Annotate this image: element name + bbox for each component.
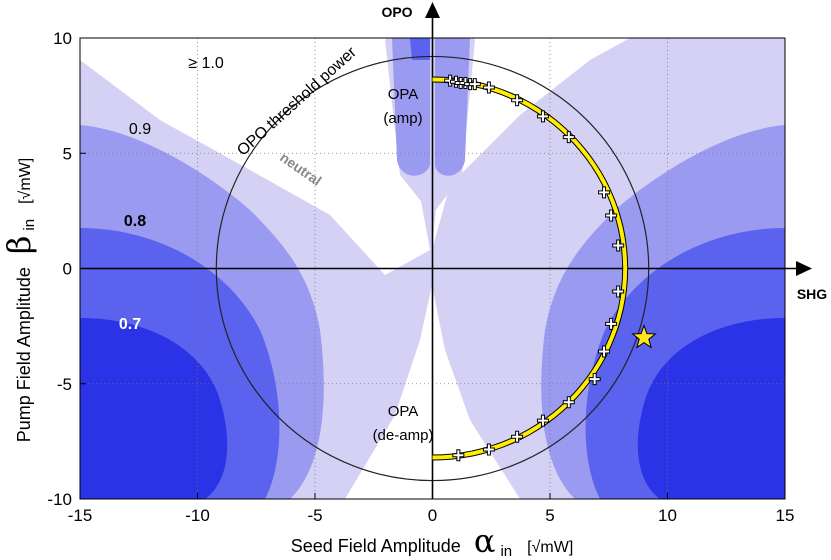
- contour-band-07-top: [410, 38, 430, 60]
- y-tick-label: 0: [63, 260, 72, 279]
- shg-label: SHG: [797, 286, 827, 302]
- x-axis-unit: [√mW]: [527, 539, 573, 556]
- trajectory-marker: [612, 239, 625, 252]
- y-axis-title-text: Pump Field Amplitude: [14, 267, 34, 442]
- x-tick-label: -10: [185, 506, 210, 525]
- trajectory-marker: [468, 78, 481, 91]
- opa-amp-title: OPA: [388, 86, 419, 103]
- y-tick-label: 10: [53, 29, 72, 48]
- opa-amp-sub: (amp): [383, 110, 422, 127]
- trajectory-marker: [562, 396, 575, 409]
- opa-deamp-sub: (de-amp): [373, 427, 434, 444]
- trajectory-marker: [536, 414, 549, 427]
- contour-band-gain-upper-right: [432, 38, 630, 250]
- contour-band-08-top-left: [392, 38, 430, 176]
- x-axis-title-text: Seed Field Amplitude: [291, 536, 461, 556]
- contour-label-0-8: 0.8: [124, 213, 146, 230]
- y-tick-label: -5: [57, 375, 72, 394]
- trajectory-marker: [612, 285, 625, 298]
- trajectory-marker: [562, 131, 575, 144]
- operating-point-star-icon: [631, 324, 657, 349]
- y-axis-symbol: β: [0, 236, 38, 255]
- contour-band-deep-right: [637, 318, 785, 499]
- y-ticks: -10 -5 0 5 10: [47, 29, 86, 509]
- trajectory-arc: [432, 77, 628, 460]
- trajectory-marker: [536, 110, 549, 123]
- x-tick-label: 10: [658, 506, 677, 525]
- trajectory-markers: [444, 74, 625, 462]
- x-axis-subscript: in: [500, 543, 512, 560]
- trajectory-marker: [482, 443, 495, 456]
- y-axis-subscript: in: [21, 219, 38, 231]
- x-tick-label: -15: [68, 506, 93, 525]
- x-axis-symbol: α: [474, 522, 496, 560]
- trajectory-marker: [605, 209, 618, 222]
- x-ticks: -15 -10 -5 0 5 10 15: [68, 493, 795, 525]
- contour-band-08-top-right: [435, 38, 470, 176]
- contour-label-0-7: 0.7: [119, 316, 141, 333]
- contour-label-0-9: 0.9: [129, 121, 151, 138]
- contour-band-gain-upper-left: [80, 38, 430, 275]
- x-axis-title: Seed Field Amplitude α in [√mW]: [291, 522, 574, 560]
- trajectory-marker: [511, 430, 524, 443]
- trajectory-marker: [482, 81, 495, 94]
- opo-label: OPO: [381, 4, 412, 20]
- x-tick-label: 5: [545, 506, 554, 525]
- trajectory-marker: [511, 94, 524, 107]
- y-tick-label: 5: [63, 144, 72, 163]
- contour-label-1-0: ≥ 1.0: [188, 55, 224, 72]
- trajectory-marker: [605, 317, 618, 330]
- trajectory-marker: [452, 449, 465, 462]
- x-tick-label: 15: [776, 506, 795, 525]
- x-tick-label: -5: [307, 506, 322, 525]
- y-axis-unit: [√mW]: [17, 158, 34, 204]
- shg-arrowhead-icon: [796, 261, 812, 276]
- y-axis-title: Pump Field Amplitude β in [√mW]: [0, 158, 38, 442]
- opa-deamp-title: OPA: [388, 403, 419, 420]
- trajectory-marker: [598, 345, 611, 358]
- x-tick-label: 0: [428, 506, 437, 525]
- opo-arrowhead-icon: [425, 2, 440, 18]
- axes-arrows: SHG OPO: [80, 2, 827, 499]
- trajectory-marker: [598, 186, 611, 199]
- trajectory-marker: [588, 373, 601, 386]
- contour-band-deep-left: [80, 318, 228, 499]
- y-tick-label: -10: [47, 490, 72, 509]
